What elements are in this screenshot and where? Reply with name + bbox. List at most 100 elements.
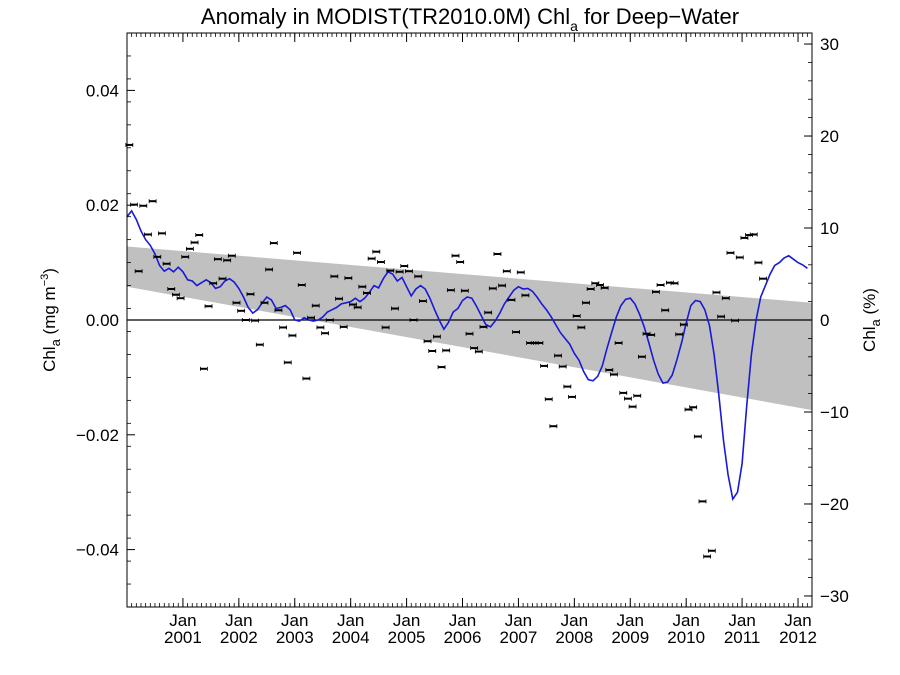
data-point xyxy=(251,318,260,323)
x-tick-year: 2012 xyxy=(779,628,817,647)
data-point xyxy=(316,325,325,330)
data-point xyxy=(754,260,763,265)
data-point xyxy=(423,339,432,344)
data-point xyxy=(572,313,581,318)
data-point xyxy=(353,305,362,310)
data-point xyxy=(703,554,712,559)
x-tick-year: 2006 xyxy=(444,628,482,647)
data-point xyxy=(735,255,744,260)
data-point xyxy=(693,434,702,439)
data-point xyxy=(596,282,604,287)
y-axis-label-right: Chla (%) xyxy=(860,288,883,352)
data-point xyxy=(488,286,497,291)
data-point xyxy=(335,296,343,301)
x-tick-year: 2001 xyxy=(164,628,202,647)
data-point xyxy=(707,548,716,553)
data-point xyxy=(474,349,483,354)
data-point xyxy=(269,241,278,246)
ylabel-left-sup: −3 xyxy=(39,274,51,287)
data-point xyxy=(610,372,618,377)
x-tick-month: Jan xyxy=(561,611,588,630)
right-tick-label: 10 xyxy=(820,219,839,238)
data-point xyxy=(651,289,660,294)
ylabel-right-rest: (%) xyxy=(860,288,879,319)
data-point xyxy=(186,246,194,251)
data-point xyxy=(176,296,185,301)
data-point xyxy=(721,296,730,301)
data-point xyxy=(265,267,274,272)
y-axis-label-left: Chla (mg m−3) xyxy=(39,268,63,372)
data-point xyxy=(638,354,646,359)
data-point xyxy=(372,249,381,254)
data-point xyxy=(246,292,255,297)
data-point xyxy=(158,231,166,236)
x-tick-month: Jan xyxy=(393,611,420,630)
axes-layer: 0.040.020.00−0.02−0.043020100−10−20−30Ja… xyxy=(76,32,849,647)
x-tick-month: Jan xyxy=(672,611,699,630)
data-point xyxy=(619,390,628,395)
data-point xyxy=(391,306,399,311)
data-point xyxy=(153,254,162,259)
data-point xyxy=(465,331,474,336)
data-point xyxy=(167,287,176,292)
data-point xyxy=(614,340,623,345)
x-tick-year: 2010 xyxy=(667,628,705,647)
data-point xyxy=(134,269,143,274)
x-tick-month: Jan xyxy=(449,611,476,630)
right-tick-label: −30 xyxy=(820,587,849,606)
data-point xyxy=(213,257,222,262)
ylabel-right-sub: a xyxy=(868,318,883,326)
data-point xyxy=(670,281,679,286)
data-point xyxy=(288,333,297,338)
data-point xyxy=(260,300,269,305)
data-point xyxy=(377,260,385,265)
data-point xyxy=(409,318,418,322)
data-point xyxy=(740,235,749,240)
data-point xyxy=(297,282,306,287)
data-point xyxy=(195,233,204,238)
data-point xyxy=(199,366,208,371)
data-points-layer xyxy=(125,142,767,559)
data-point xyxy=(717,314,726,319)
x-tick-year: 2011 xyxy=(724,628,761,647)
chart-title-suffix: for Deep−Water xyxy=(578,4,739,29)
data-point xyxy=(395,269,404,274)
data-point xyxy=(419,299,427,304)
data-point xyxy=(339,324,348,329)
data-point xyxy=(414,274,423,279)
data-point xyxy=(218,276,227,281)
left-tick-label: 0.04 xyxy=(86,81,119,100)
data-point xyxy=(181,254,190,259)
data-point xyxy=(600,285,609,290)
data-point xyxy=(558,364,567,369)
data-point xyxy=(223,258,232,263)
x-tick-year: 2009 xyxy=(611,628,649,647)
data-point xyxy=(283,360,292,365)
data-point xyxy=(451,253,460,258)
x-tick-year: 2007 xyxy=(500,628,538,647)
data-point xyxy=(624,396,632,401)
data-point xyxy=(493,251,502,256)
data-point xyxy=(442,348,451,353)
data-point xyxy=(209,281,218,286)
data-point xyxy=(405,269,413,274)
right-tick-label: 0 xyxy=(820,311,829,330)
data-point xyxy=(255,342,264,347)
data-point xyxy=(400,264,409,269)
data-point xyxy=(330,274,339,279)
data-point xyxy=(279,325,288,330)
data-point xyxy=(302,376,311,381)
x-tick-month: Jan xyxy=(784,611,811,630)
smoothed-series-line xyxy=(126,209,808,502)
trend-band xyxy=(127,246,812,411)
data-point xyxy=(568,394,576,399)
data-point xyxy=(479,324,488,329)
data-point xyxy=(144,232,152,237)
data-point xyxy=(363,291,371,296)
data-point xyxy=(549,424,558,429)
data-point xyxy=(628,404,637,409)
data-point xyxy=(633,393,642,398)
x-tick-year: 2008 xyxy=(555,628,593,647)
data-point xyxy=(307,315,315,320)
data-point xyxy=(139,203,148,208)
